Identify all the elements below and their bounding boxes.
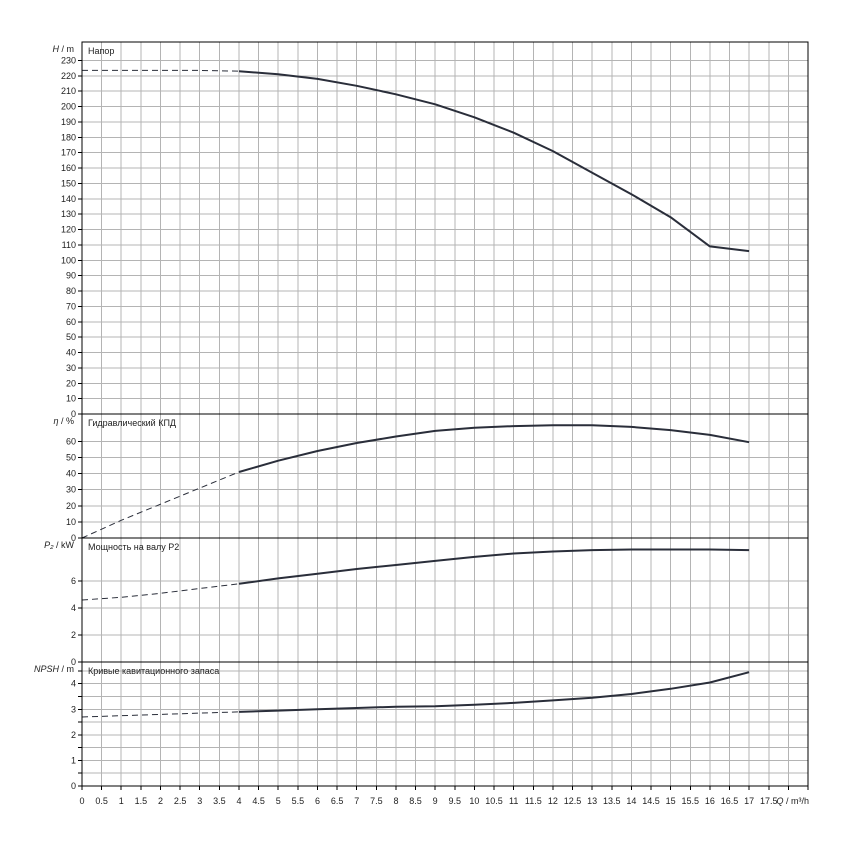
y-tick-label: 30 <box>66 485 76 495</box>
y-tick-label: 2 <box>71 730 76 740</box>
x-tick-label: 4.5 <box>252 796 265 806</box>
curve-head-solid <box>238 70 750 253</box>
y-axis-label-npsh: NPSH / m <box>34 664 74 674</box>
x-tick-label: 5 <box>276 796 281 806</box>
x-tick-label: 3.5 <box>213 796 226 806</box>
panel-frame-head <box>81 41 809 415</box>
y-tick-label: 170 <box>61 148 76 158</box>
y-tick-label: 210 <box>61 86 76 96</box>
x-tick-label: 11.5 <box>525 796 542 806</box>
y-tick-label: 2 <box>71 630 76 640</box>
y-tick-label: 3 <box>71 704 76 714</box>
y-tick-label: 70 <box>66 301 76 311</box>
curve-npsh-solid <box>238 671 750 713</box>
y-tick-label: 0 <box>71 409 76 419</box>
y-tick-label: 190 <box>61 117 76 127</box>
x-tick-label: 15.5 <box>682 796 700 806</box>
curve-power-dashed <box>81 583 240 601</box>
y-tick-label: 20 <box>66 378 76 388</box>
x-tick-label: 4 <box>236 796 241 806</box>
x-tick-label: 5.5 <box>292 796 305 806</box>
curve-head-dashed <box>82 69 240 72</box>
y-tick-label: 150 <box>61 178 76 188</box>
y-tick-label: 4 <box>71 603 76 613</box>
y-tick-label: 200 <box>61 102 76 112</box>
x-tick-label: 13 <box>587 796 597 806</box>
x-tick-label: 6 <box>315 796 320 806</box>
x-tick-label: 7.5 <box>370 796 383 806</box>
x-tick-label: 0.5 <box>95 796 108 806</box>
x-axis-label: Q / m³/h <box>776 796 809 806</box>
y-tick-label: 100 <box>61 255 76 265</box>
y-tick-label: 60 <box>66 317 76 327</box>
y-tick-label: 220 <box>61 71 76 81</box>
y-tick-label: 10 <box>66 394 76 404</box>
panel-frame-power <box>81 537 809 663</box>
y-tick-label: 130 <box>61 209 76 219</box>
y-tick-label: 30 <box>66 363 76 373</box>
x-tick-label: 8 <box>393 796 398 806</box>
x-tick-label: 12 <box>548 796 558 806</box>
y-tick-label: 120 <box>61 225 76 235</box>
x-tick-label: 16 <box>705 796 715 806</box>
y-tick-label: 110 <box>62 240 76 250</box>
y-tick-label: 6 <box>71 576 76 586</box>
panel-frame-npsh <box>81 661 809 787</box>
y-tick-label: 4 <box>71 679 76 689</box>
y-tick-label: 40 <box>66 348 76 358</box>
x-tick-label: 17.5 <box>760 796 778 806</box>
x-tick-label: 6.5 <box>331 796 344 806</box>
y-tick-label: 180 <box>61 132 76 142</box>
x-tick-label: 1 <box>119 796 124 806</box>
x-tick-label: 16.5 <box>721 796 739 806</box>
curve-eff-solid <box>238 424 750 473</box>
y-axis-label-head: H / m <box>53 44 75 54</box>
x-tick-label: 14.5 <box>642 796 660 806</box>
y-axis-label-power: P₂ / kW <box>44 540 74 550</box>
x-tick-label: 12.5 <box>564 796 582 806</box>
x-tick-label: 2.5 <box>174 796 187 806</box>
y-tick-label: 0 <box>71 781 76 791</box>
x-tick-label: 14 <box>626 796 636 806</box>
x-tick-label: 17 <box>744 796 754 806</box>
x-tick-label: 9.5 <box>449 796 462 806</box>
x-tick-label: 0 <box>79 796 84 806</box>
y-tick-label: 1 <box>71 755 76 765</box>
panel-title-head: Напор <box>88 46 114 56</box>
x-tick-label: 10.5 <box>485 796 503 806</box>
x-tick-label: 11 <box>509 796 518 806</box>
y-tick-label: 160 <box>61 163 76 173</box>
panel-title-npsh: Кривые кавитационного запаса <box>88 666 219 676</box>
x-tick-label: 3 <box>197 796 202 806</box>
y-tick-label: 40 <box>66 469 76 479</box>
x-tick-label: 2 <box>158 796 163 806</box>
y-tick-label: 50 <box>66 452 76 462</box>
x-tick-label: 10 <box>469 796 479 806</box>
y-tick-label: 0 <box>71 657 76 667</box>
y-tick-label: 50 <box>66 332 76 342</box>
curve-layer <box>81 69 750 718</box>
curve-eff-dashed <box>81 471 240 539</box>
x-tick-label: 9 <box>433 796 438 806</box>
y-tick-label: 0 <box>71 533 76 543</box>
y-tick-label: 140 <box>61 194 76 204</box>
y-tick-label: 60 <box>66 436 76 446</box>
y-tick-label: 230 <box>61 55 76 65</box>
y-tick-label: 80 <box>66 286 76 296</box>
x-tick-label: 8.5 <box>409 796 422 806</box>
label-layer: 0102030405060708090100110120130140150160… <box>34 41 809 806</box>
panel-title-power: Мощность на валу P2 <box>88 542 179 552</box>
y-tick-label: 90 <box>66 271 76 281</box>
x-tick-label: 1.5 <box>135 796 148 806</box>
curve-npsh-dashed <box>81 711 240 718</box>
x-tick-label: 15 <box>666 796 676 806</box>
curve-power-solid <box>238 548 750 585</box>
panel-title-eff: Гидравлический КПД <box>88 418 176 428</box>
x-tick-label: 7 <box>354 796 359 806</box>
y-tick-label: 10 <box>66 517 76 527</box>
x-tick-label: 13.5 <box>603 796 621 806</box>
y-axis-label-eff: η / % <box>53 416 74 426</box>
y-tick-label: 20 <box>66 501 76 511</box>
